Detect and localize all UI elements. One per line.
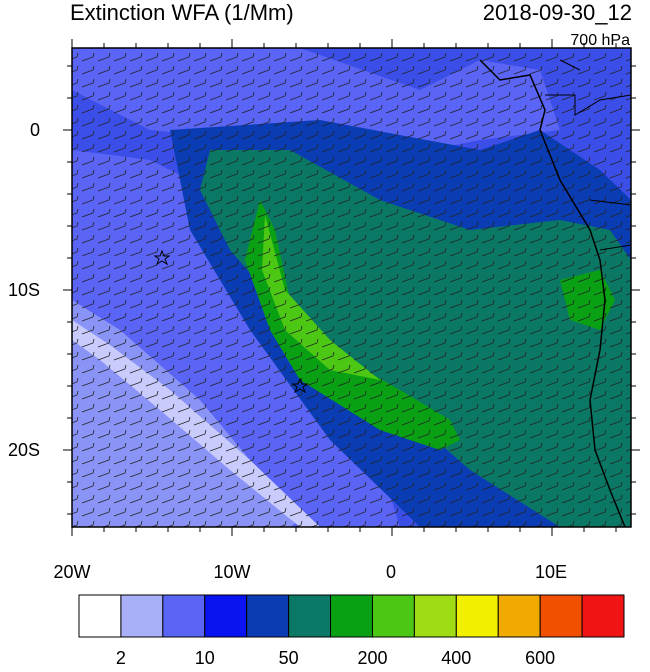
colorbar-box: [246, 594, 290, 638]
colorbar-box: [413, 594, 457, 638]
colorbar-box: [162, 594, 206, 638]
colorbar-box: [78, 594, 122, 638]
colorbar-box: [288, 594, 332, 638]
colorbar-box: [455, 594, 499, 638]
star-marker: [153, 249, 171, 266]
colorbar-label: 400: [441, 648, 471, 667]
colorbar-box: [581, 594, 625, 638]
plot-frame: [71, 47, 632, 528]
x-tick-label: 0: [386, 562, 396, 582]
colorbar-box: [497, 594, 541, 638]
borders: [545, 59, 631, 251]
x-tick-label: 10E: [535, 562, 567, 582]
star-marker: [291, 377, 309, 394]
y-tick-label: 20S: [8, 440, 40, 460]
y-tick-label: 10S: [8, 280, 40, 300]
colorbar-label: 50: [279, 648, 299, 667]
colorbar-box: [120, 594, 164, 638]
colorbar-box: [204, 594, 248, 638]
level: 700 hPa: [570, 32, 630, 49]
axis-ticks: [63, 39, 640, 536]
colorbar: 2 10 50 200 400 600: [78, 594, 625, 668]
coastline: [479, 59, 626, 527]
colorbar-label: 10: [195, 648, 215, 667]
map-field: [72, 48, 631, 527]
colorbar-box: [371, 594, 415, 638]
y-tick-label: 0: [30, 120, 40, 140]
colorbar-label: 2: [116, 648, 126, 667]
colorbar-label: 200: [357, 648, 387, 667]
date: 2018-09-30_12: [483, 0, 632, 25]
colorbar-box: [330, 594, 373, 638]
colorbar-box: [539, 594, 583, 638]
colorbar-label: 600: [525, 648, 555, 667]
x-tick-label: 20W: [53, 562, 90, 582]
title: Extinction WFA (1/Mm): [70, 0, 294, 25]
wind-barbs: [72, 48, 631, 527]
x-tick-label: 10W: [213, 562, 250, 582]
